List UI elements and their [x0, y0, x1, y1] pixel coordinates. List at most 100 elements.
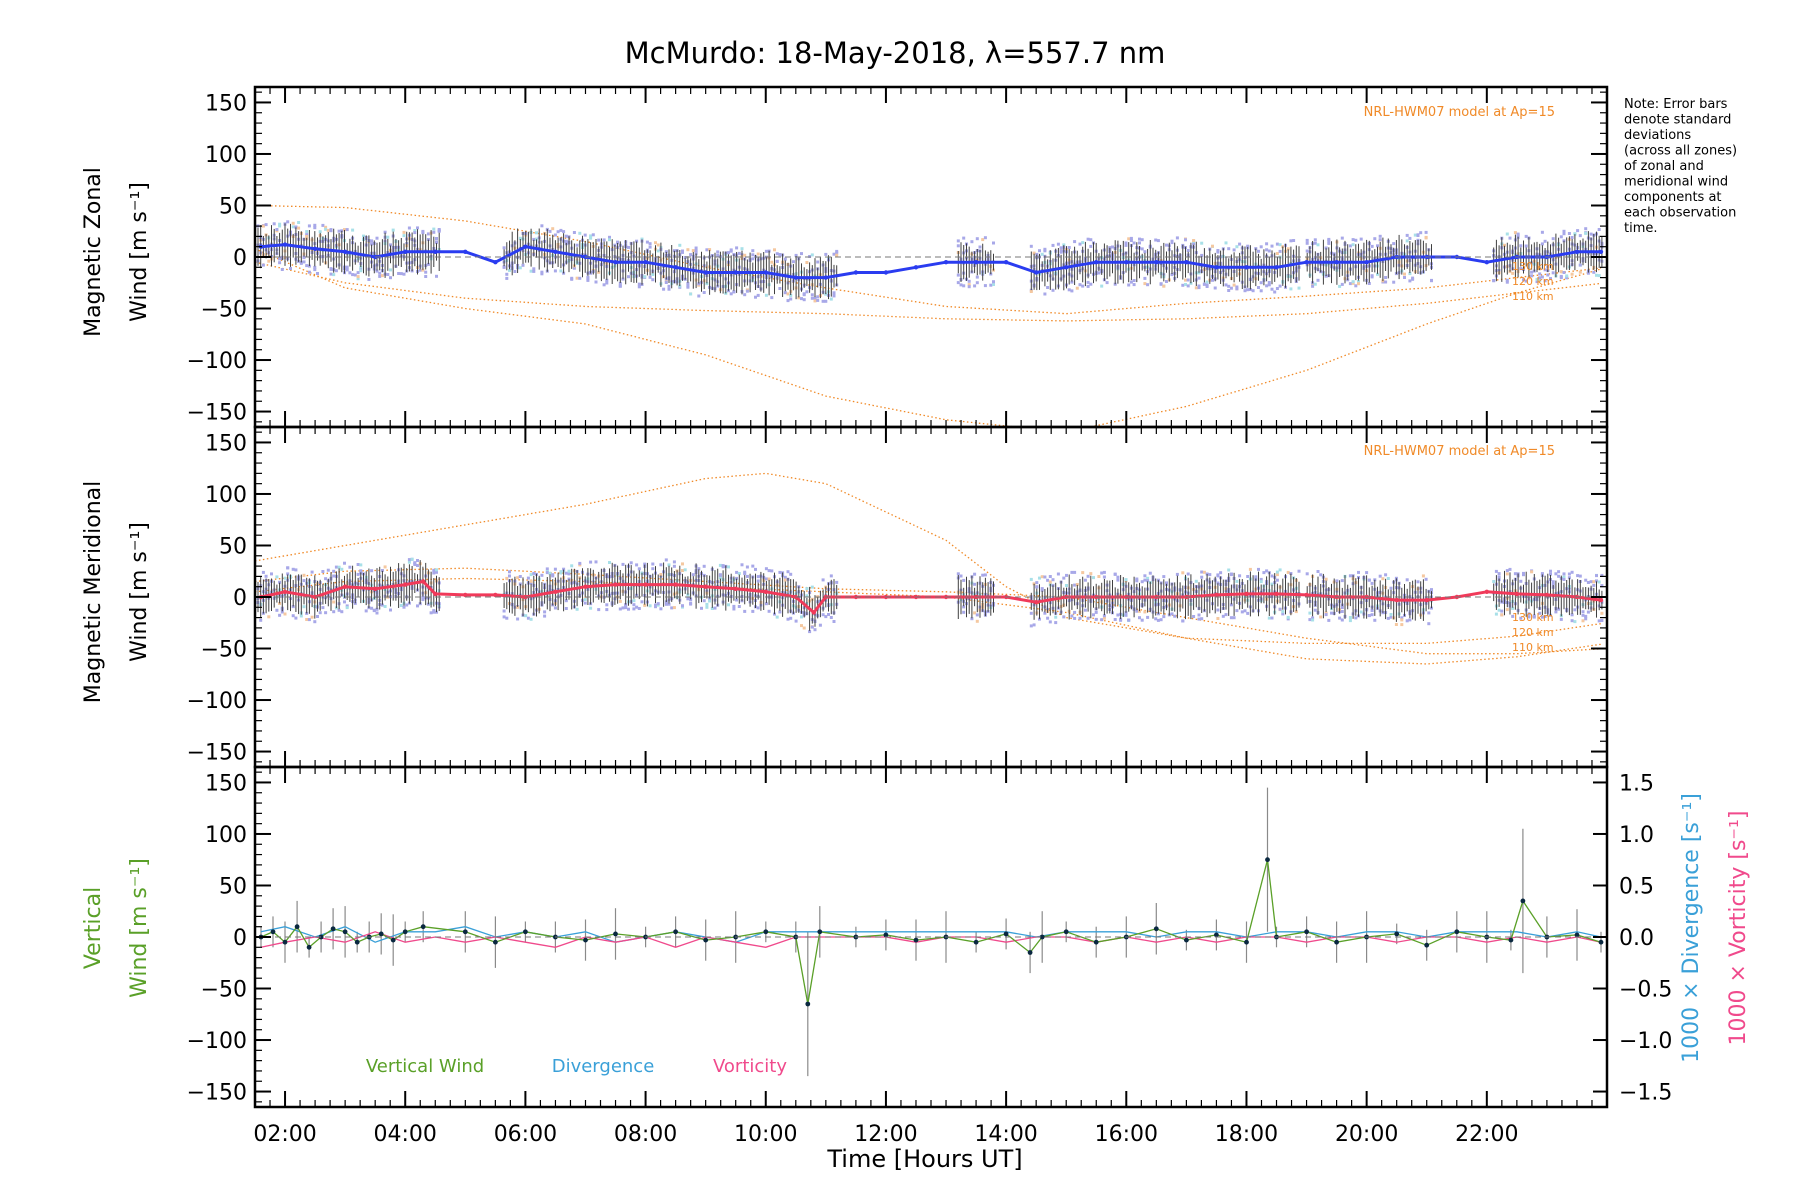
- zone-point: [359, 563, 363, 567]
- zone-point: [540, 270, 544, 274]
- zone-point: [1549, 277, 1552, 281]
- y-axis-label: Vertical Wind [m s⁻¹]: [81, 858, 152, 998]
- zone-point: [1392, 280, 1396, 284]
- zone-point: [654, 603, 657, 607]
- zone-point: [1070, 614, 1074, 618]
- zone-point: [535, 231, 538, 235]
- zone-point: [973, 284, 977, 288]
- zone-point: [1551, 582, 1555, 586]
- zone-point: [1051, 578, 1055, 582]
- zone-point: [800, 252, 803, 256]
- zone-point: [324, 227, 328, 231]
- wind-point: [1598, 597, 1604, 603]
- zone-point: [559, 269, 563, 273]
- zone-point: [516, 576, 520, 580]
- zone-point: [1281, 610, 1285, 614]
- zone-point: [1570, 613, 1574, 617]
- zone-point: [1211, 244, 1214, 248]
- zone-point: [1400, 618, 1404, 622]
- zone-point: [1275, 242, 1279, 246]
- zone-point: [1557, 607, 1561, 611]
- zone-point: [318, 230, 322, 234]
- zone-point: [818, 623, 822, 627]
- zone-point: [1338, 616, 1342, 620]
- zone-point: [962, 284, 966, 288]
- zone-point: [1400, 623, 1404, 627]
- alt-label-130: 130 km: [1512, 611, 1554, 624]
- zone-point: [1597, 580, 1601, 584]
- wind-point: [613, 260, 618, 265]
- vertical-axes: 1.5 1.0 0.5 0.0 −0.5 −1.0 −1.5 02:00 04:00 06:00 0…: [187, 765, 1672, 1147]
- zone-point: [1224, 241, 1228, 245]
- zone-point: [1200, 617, 1204, 621]
- zone-point: [1286, 570, 1290, 574]
- zone-point: [597, 608, 601, 612]
- zone-point: [967, 279, 971, 283]
- zone-point: [1519, 616, 1523, 620]
- zone-point: [754, 567, 757, 571]
- zone-point: [805, 290, 809, 294]
- vertical-wind-point: [883, 932, 889, 938]
- zone-point: [643, 603, 647, 607]
- zone-point: [1146, 579, 1150, 583]
- zone-point: [1592, 270, 1596, 274]
- zone-point: [1092, 576, 1095, 580]
- zone-point: [407, 226, 411, 230]
- zone-point: [435, 570, 438, 574]
- zone-point: [1138, 609, 1141, 613]
- zone-point: [1351, 243, 1355, 247]
- wind-point: [1064, 265, 1069, 270]
- zone-point: [821, 613, 825, 617]
- zone-point: [1543, 268, 1547, 272]
- zone-point: [729, 292, 733, 296]
- zone-point: [294, 225, 298, 229]
- zone-point: [1595, 574, 1598, 578]
- vertical-wind-point: [1184, 937, 1189, 943]
- zone-point: [364, 609, 368, 613]
- wind-point: [282, 589, 288, 594]
- zone-point: [1267, 616, 1271, 620]
- zone-point: [286, 572, 290, 576]
- zone-point: [1248, 288, 1252, 291]
- zone-point: [1100, 571, 1104, 575]
- zone-point: [343, 228, 346, 232]
- zone-point: [586, 277, 590, 281]
- zone-point: [1143, 276, 1147, 280]
- zone-point: [1227, 247, 1231, 251]
- zone-point: [635, 605, 639, 609]
- zone-point: [1108, 246, 1112, 250]
- zone-point: [348, 565, 352, 569]
- zone-point: [432, 571, 436, 575]
- zone-point: [735, 598, 739, 602]
- zone-point: [564, 571, 568, 575]
- zone-point: [1405, 578, 1409, 582]
- zone-point: [310, 615, 314, 619]
- zone-point: [1032, 251, 1036, 255]
- zone-point: [656, 602, 660, 606]
- zone-point: [1330, 611, 1333, 615]
- vertical-wind-point: [1244, 939, 1249, 945]
- zone-point: [551, 573, 555, 577]
- model-label: NRL-HWM07 model at Ap=15: [1364, 105, 1555, 120]
- zone-point: [981, 238, 985, 242]
- zone-point: [1138, 237, 1141, 241]
- y-tick-label: 50: [219, 194, 247, 219]
- zone-point: [1216, 608, 1220, 612]
- zone-point: [1381, 577, 1385, 581]
- y-tick-label: 100: [205, 823, 247, 848]
- zone-point: [672, 560, 676, 564]
- zone-point: [389, 268, 392, 272]
- zone-point: [261, 263, 265, 267]
- zone-point: [502, 265, 506, 269]
- zone-point: [967, 285, 971, 289]
- zone-point: [732, 607, 736, 611]
- zone-point: [1562, 578, 1566, 581]
- model-curve-130: [254, 204, 1602, 315]
- zone-point: [959, 283, 963, 287]
- zone-point: [732, 604, 736, 608]
- zone-point: [1170, 273, 1174, 277]
- zone-point: [1097, 575, 1101, 578]
- zone-point: [261, 224, 265, 228]
- zone-point: [1584, 227, 1588, 231]
- zone-point: [1351, 281, 1355, 285]
